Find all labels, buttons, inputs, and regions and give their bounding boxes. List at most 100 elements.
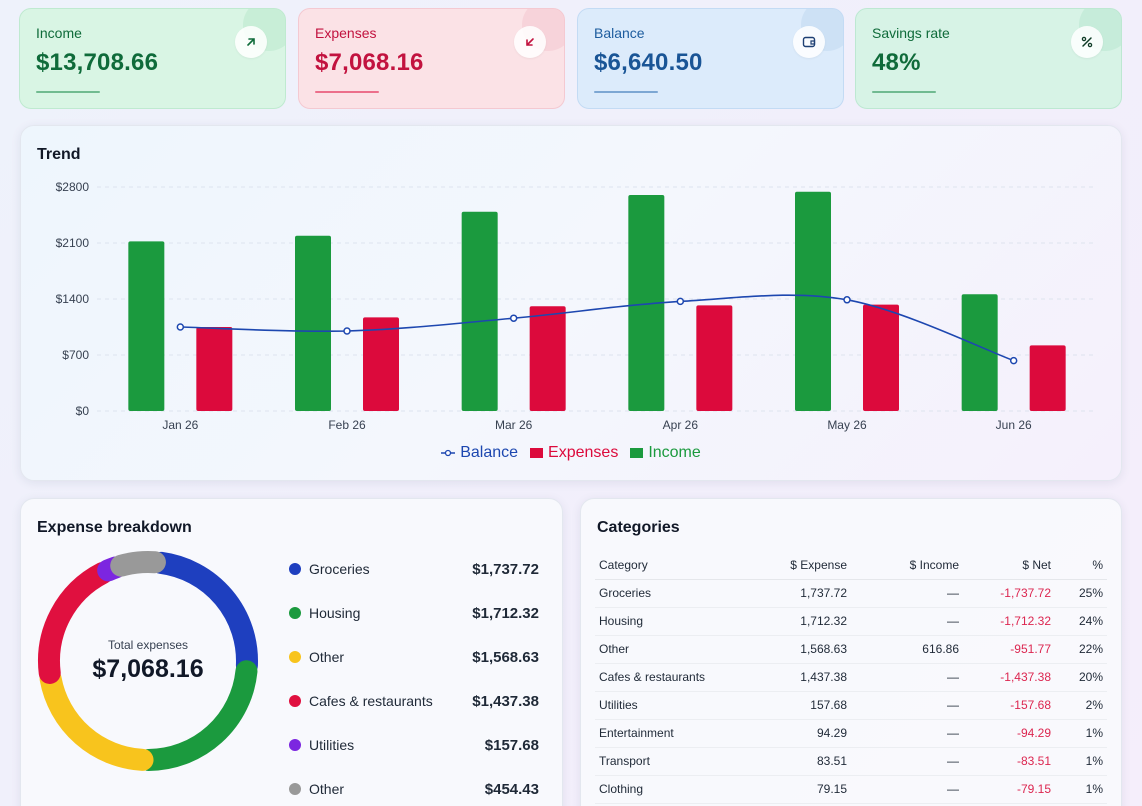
table-row[interactable]: Cafes & restaurants 1,437.38— -1,437.38 20% bbox=[595, 663, 1107, 692]
balance-line bbox=[180, 294, 1014, 362]
cell-income: — bbox=[851, 579, 963, 608]
categories-title: Categories bbox=[597, 519, 680, 536]
col-percent[interactable]: % bbox=[1055, 551, 1107, 580]
cell-net: -83.51 bbox=[963, 747, 1055, 776]
cell-percent: 25% bbox=[1055, 579, 1107, 608]
legend-item[interactable]: Cafes & restaurants $1,437.38 bbox=[289, 689, 539, 713]
col-net[interactable]: $ Net bbox=[963, 551, 1055, 580]
income-bar bbox=[461, 211, 498, 411]
cell-percent: 2% bbox=[1055, 691, 1107, 720]
cell-category: Transport bbox=[595, 747, 745, 776]
cell-category: Cafes & restaurants bbox=[595, 663, 745, 692]
savings-value: 48% bbox=[872, 49, 921, 76]
legend-item-value: $1,437.38 bbox=[472, 692, 539, 710]
legend-item-value: $1,568.63 bbox=[472, 648, 539, 666]
cell-percent: 1% bbox=[1055, 775, 1107, 804]
x-tick-label: Jan 26 bbox=[162, 418, 198, 432]
cell-net: -94.29 bbox=[963, 719, 1055, 748]
income-bar bbox=[795, 191, 831, 411]
legend-dot-icon bbox=[289, 607, 301, 619]
legend-expenses[interactable]: Expenses bbox=[530, 444, 618, 462]
table-row[interactable]: Housing 1,712.32— -1,712.32 24% bbox=[595, 607, 1107, 636]
balance-point bbox=[676, 297, 685, 306]
x-tick-label: Mar 26 bbox=[495, 418, 533, 432]
cell-net: -951.77 bbox=[963, 635, 1055, 664]
balance-point bbox=[343, 327, 351, 335]
legend-item-name: Other bbox=[309, 781, 345, 797]
legend-income-label: Income bbox=[648, 444, 701, 461]
cell-category: Other bbox=[595, 635, 745, 664]
donut-center-label: Total expenses bbox=[107, 638, 189, 652]
col-expense[interactable]: $ Expense bbox=[745, 551, 851, 580]
cell-income: — bbox=[851, 747, 963, 776]
y-tick-label: $2800 bbox=[56, 180, 90, 194]
expenses-label: Expenses bbox=[315, 25, 377, 41]
legend-item[interactable]: Groceries $1,737.72 bbox=[289, 557, 539, 581]
donut-segment[interactable] bbox=[39, 667, 154, 771]
cell-net: -1,437.38 bbox=[963, 663, 1055, 692]
table-row[interactable]: Utilities 157.68— -157.68 2% bbox=[595, 691, 1107, 720]
legend-dot-icon bbox=[289, 783, 301, 795]
legend-item[interactable]: Other $454.43 bbox=[289, 777, 539, 801]
savings-label: Savings rate bbox=[872, 25, 950, 41]
legend-item[interactable]: Other $1,568.63 bbox=[289, 645, 539, 669]
expenses-bar bbox=[529, 306, 566, 411]
legend-item-name: Utilities bbox=[309, 737, 355, 753]
donut-segment[interactable] bbox=[110, 551, 166, 577]
cell-expense: 1,737.72 bbox=[745, 579, 851, 608]
cell-income: — bbox=[851, 663, 963, 692]
donut-segment[interactable] bbox=[38, 561, 114, 684]
cell-percent: 1% bbox=[1055, 719, 1107, 748]
cell-category: Groceries bbox=[595, 579, 745, 608]
income-underline bbox=[36, 91, 100, 93]
col-income[interactable]: $ Income bbox=[851, 551, 963, 580]
legend-dot-icon bbox=[289, 695, 301, 707]
legend-income[interactable]: Income bbox=[630, 444, 701, 462]
categories-table: Category $ Expense $ Income $ Net % Groc… bbox=[595, 551, 1107, 804]
percent-icon bbox=[1071, 26, 1103, 58]
legend-balance[interactable]: Balance bbox=[441, 444, 518, 462]
legend-item-name: Other bbox=[309, 649, 345, 665]
table-row[interactable]: Clothing 79.15— -79.15 1% bbox=[595, 775, 1107, 804]
cell-percent: 20% bbox=[1055, 663, 1107, 692]
income-card: Income $13,708.66 bbox=[19, 8, 286, 109]
table-row[interactable]: Entertainment 94.29— -94.29 1% bbox=[595, 719, 1107, 748]
table-row[interactable]: Groceries 1,737.72— -1,737.72 25% bbox=[595, 579, 1107, 608]
income-value: $13,708.66 bbox=[36, 49, 159, 76]
cell-expense: 79.15 bbox=[745, 775, 851, 804]
expenses-bar bbox=[863, 304, 899, 411]
col-category[interactable]: Category bbox=[595, 551, 745, 580]
trend-legend: Balance Expenses Income bbox=[21, 444, 1121, 462]
legend-dot-icon bbox=[289, 739, 301, 751]
cell-net: -79.15 bbox=[963, 775, 1055, 804]
cell-expense: 83.51 bbox=[745, 747, 851, 776]
balance-card: Balance $6,640.50 bbox=[577, 8, 844, 109]
donut-segment[interactable] bbox=[137, 660, 258, 771]
y-tick-label: $700 bbox=[62, 348, 89, 362]
table-row[interactable]: Transport 83.51— -83.51 1% bbox=[595, 747, 1107, 776]
cell-net: -1,737.72 bbox=[963, 579, 1055, 608]
trend-card: Trend $2800 $2100 $1400 $700 $0 Jan 26 Feb 26 M… bbox=[20, 125, 1122, 481]
categories-card: Categories Category $ Expense $ Income $… bbox=[580, 498, 1122, 806]
cell-income: — bbox=[851, 775, 963, 804]
x-tick-label: Jun 26 bbox=[996, 418, 1032, 432]
income-label: Income bbox=[36, 25, 82, 41]
income-swatch-icon bbox=[630, 448, 644, 458]
legend-item[interactable]: Housing $1,712.32 bbox=[289, 601, 539, 625]
cell-category: Entertainment bbox=[595, 719, 745, 748]
legend-item[interactable]: Utilities $157.68 bbox=[289, 733, 539, 757]
x-tick-label: May 26 bbox=[827, 418, 867, 432]
legend-item-value: $1,712.32 bbox=[472, 604, 539, 622]
cell-net: -157.68 bbox=[963, 691, 1055, 720]
cell-expense: 1,437.38 bbox=[745, 663, 851, 692]
table-row[interactable]: Other 1,568.63 616.86 -951.77 22% bbox=[595, 635, 1107, 664]
cell-income: — bbox=[851, 607, 963, 636]
donut-segment[interactable] bbox=[149, 551, 258, 677]
balance-point bbox=[176, 323, 185, 331]
income-bar bbox=[961, 294, 998, 411]
expenses-value: $7,068.16 bbox=[315, 49, 424, 76]
legend-item-name: Housing bbox=[309, 605, 361, 621]
y-tick-label: $0 bbox=[76, 404, 90, 418]
cell-expense: 157.68 bbox=[745, 691, 851, 720]
trend-chart: $2800 $2100 $1400 $700 $0 Jan 26 Feb 26 Mar 26 A… bbox=[56, 180, 1097, 432]
